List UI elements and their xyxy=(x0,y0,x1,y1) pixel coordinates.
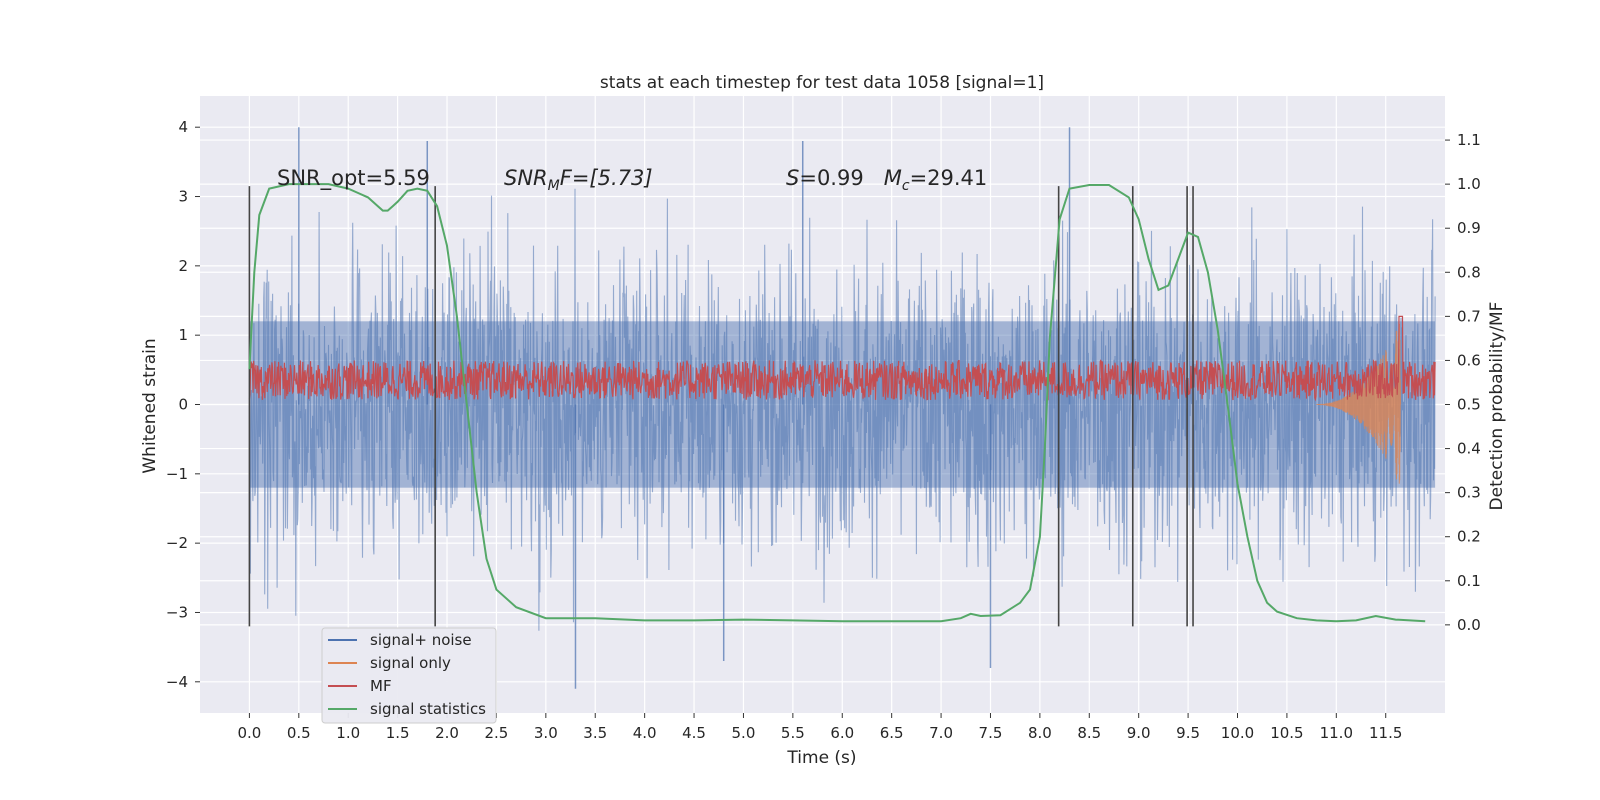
legend-label-signal-statistics: signal statistics xyxy=(370,700,486,718)
x-tick-label: 10.5 xyxy=(1270,724,1303,742)
x-tick-label: 4.5 xyxy=(682,724,706,742)
signal-noise-trace xyxy=(248,188,1436,631)
x-tick-label: 1.5 xyxy=(386,724,410,742)
annotation-s-mc: S=0.99 Mc=29.41 xyxy=(786,166,987,194)
x-tick-label: 0.5 xyxy=(287,724,311,742)
mf-trace xyxy=(248,315,1436,402)
x-tick-label: 5.5 xyxy=(781,724,805,742)
y-tick-label-right: 1.0 xyxy=(1457,175,1481,193)
annotation-snr-opt: SNR_opt=5.59 xyxy=(277,166,430,191)
legend-label-signal-noise: signal+ noise xyxy=(370,631,472,649)
x-tick-label: 6.5 xyxy=(880,724,904,742)
ticks: 0.0 0.5 1.0 1.5 2.0 2.5 3.0 3.5 4.0 4.5 5.0 5.5 6.0 6… xyxy=(166,118,1481,742)
x-tick-label: 9.0 xyxy=(1127,724,1151,742)
x-tick-label: 7.5 xyxy=(979,724,1003,742)
x-tick-label: 11.0 xyxy=(1320,724,1353,742)
x-tick-label: 2.5 xyxy=(484,724,508,742)
legend-label-signal-only: signal only xyxy=(370,654,451,672)
y-tick-label-right: 1.1 xyxy=(1457,131,1481,149)
series-signal-noise xyxy=(248,127,1436,689)
y-tick-label-left: 2 xyxy=(178,257,188,275)
y-tick-label-right: 0.5 xyxy=(1457,396,1481,414)
legend-label-mf: MF xyxy=(370,677,392,695)
y-tick-label-left: 3 xyxy=(178,188,188,206)
y-tick-label-right: 0.0 xyxy=(1457,616,1481,634)
x-tick-label: 9.5 xyxy=(1176,724,1200,742)
y-tick-label-right: 0.9 xyxy=(1457,219,1481,237)
x-tick-label: 1.0 xyxy=(336,724,360,742)
x-tick-label: 8.5 xyxy=(1077,724,1101,742)
y-tick-label-right: 0.2 xyxy=(1457,528,1481,546)
y-axis-label-right: Detection probability/MF xyxy=(1487,302,1507,511)
x-axis-label: Time (s) xyxy=(786,748,856,768)
y-tick-label-right: 0.6 xyxy=(1457,351,1481,369)
signal-noise-band xyxy=(249,321,1436,488)
vertical-markers xyxy=(248,186,1194,627)
x-tick-label: 5.0 xyxy=(732,724,756,742)
x-tick-label: 10.0 xyxy=(1221,724,1254,742)
x-tick-label: 8.0 xyxy=(1028,724,1052,742)
y-tick-label-right: 0.7 xyxy=(1457,307,1481,325)
y-tick-label-left: 1 xyxy=(178,326,188,344)
x-tick-label: 3.5 xyxy=(583,724,607,742)
y-axis-label-left: Whitened strain xyxy=(140,338,160,473)
legend: signal+ noise signal only MF signal stat… xyxy=(321,627,497,724)
annotation-snr-mf: SNRMF=[5.73] xyxy=(504,166,653,194)
y-tick-label-left: −3 xyxy=(166,603,188,621)
y-tick-label-right: 0.4 xyxy=(1457,440,1481,458)
y-tick-label-left: −1 xyxy=(166,465,188,483)
y-tick-label-right: 0.8 xyxy=(1457,263,1481,281)
x-tick-label: 11.5 xyxy=(1369,724,1402,742)
series-mf xyxy=(248,315,1436,402)
x-tick-label: 6.0 xyxy=(830,724,854,742)
y-tick-label-right: 0.3 xyxy=(1457,484,1481,502)
y-tick-label-left: 0 xyxy=(178,396,188,414)
legend-box xyxy=(321,627,497,724)
series-signal-only xyxy=(1316,323,1401,484)
series-signal-statistics xyxy=(248,183,1426,623)
signal-statistics-line xyxy=(248,183,1426,623)
x-tick-label: 3.0 xyxy=(534,724,558,742)
chart-title: stats at each timestep for test data 105… xyxy=(600,73,1044,93)
y-tick-label-right: 0.1 xyxy=(1457,572,1481,590)
y-tick-label-left: −2 xyxy=(166,534,188,552)
x-tick-label: 4.0 xyxy=(633,724,657,742)
signal-only-trace xyxy=(1316,323,1401,484)
y-tick-label-left: −4 xyxy=(166,673,188,691)
y-tick-label-left: 4 xyxy=(178,118,188,136)
x-tick-label: 7.0 xyxy=(929,724,953,742)
x-tick-label: 2.0 xyxy=(435,724,459,742)
x-tick-label: 0.0 xyxy=(237,724,261,742)
